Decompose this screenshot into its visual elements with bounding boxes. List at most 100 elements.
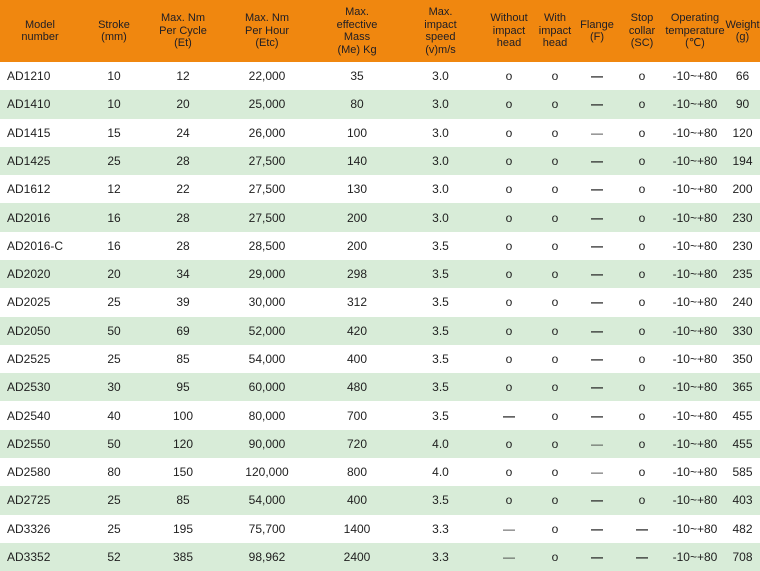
cell-model-number: AD2525 [7,351,51,366]
cell-without-impact-head: o [505,125,513,140]
dash-bold-icon: — [591,380,603,395]
cell-max-effective-mass: 80 [350,97,364,112]
cell-stroke: 50 [107,323,121,338]
cell-weight: 90 [735,97,750,112]
header-with-impact-head: With impact head [538,12,572,50]
cell-operating-temperature: -10~+80 [672,182,718,197]
cell-max-impact-speed: 4.0 [432,465,449,480]
cell-model-number: AD1210 [7,69,51,84]
dash-bold-icon: — [503,408,515,423]
cell-stroke: 50 [107,436,121,451]
cell-max-nm-per-cycle: 39 [176,295,190,310]
table-row: AD2016 16 28 27,500 200 3.0 o o — o -10~+80 230 [0,203,760,232]
cell-operating-temperature: -10~+80 [672,549,718,564]
cell-stroke: 30 [107,380,121,395]
header-without-impact-head: Without impact head [490,12,528,50]
cell-max-nm-per-hour: 22,000 [248,69,286,84]
dash-thin-icon: — [503,549,515,564]
cell-with-impact-head: o [551,380,559,395]
dash-thin-icon: — [591,465,603,480]
cell-weight: 455 [732,436,753,451]
cell-max-nm-per-cycle: 150 [172,465,194,480]
cell-with-impact-head: o [551,295,559,310]
cell-max-nm-per-cycle: 385 [172,549,194,564]
cell-stop-collar: o [638,210,646,225]
cell-with-impact-head: o [551,549,559,564]
header-max-nm-per-hour: Max. Nm Per Hour (Etc) [244,12,290,50]
cell-max-nm-per-cycle: 95 [176,380,190,395]
cell-stop-collar: o [638,295,646,310]
header-flange: Flange (F) [580,18,614,44]
header-operating-temperature: Operating temperature (℃) [665,12,725,50]
cell-model-number: AD2016-C [7,238,64,253]
table-row: AD2025 25 39 30,000 312 3.5 o o — o -10~+80 240 [0,288,760,317]
cell-max-nm-per-cycle: 120 [172,436,194,451]
cell-stroke: 10 [107,69,121,84]
cell-stop-collar: o [638,351,646,366]
cell-operating-temperature: -10~+80 [672,295,718,310]
table-row: AD1425 25 28 27,500 140 3.0 o o — o -10~+80 194 [0,146,760,176]
cell-stroke: 20 [107,267,121,282]
cell-weight: 350 [732,351,753,366]
cell-model-number: AD1410 [7,97,51,112]
cell-max-nm-per-hour: 120,000 [245,465,289,480]
cell-max-nm-per-cycle: 100 [172,408,194,423]
cell-without-impact-head: o [505,182,513,197]
cell-without-impact-head: o [505,465,513,480]
cell-weight: 66 [735,69,750,84]
cell-weight: 365 [732,380,753,395]
dash-bold-icon: — [591,493,603,508]
cell-weight: 708 [732,549,753,564]
cell-stroke: 16 [107,238,121,253]
dash-bold-icon: — [591,153,603,168]
cell-max-nm-per-hour: 26,000 [248,125,286,140]
cell-max-nm-per-hour: 54,000 [248,493,286,508]
cell-max-effective-mass: 800 [346,465,368,480]
cell-with-impact-head: o [551,436,559,451]
cell-with-impact-head: o [551,493,559,508]
dash-bold-icon: — [591,408,603,423]
cell-max-nm-per-cycle: 28 [176,210,190,225]
cell-max-effective-mass: 2400 [343,549,371,564]
cell-without-impact-head: o [505,351,513,366]
cell-operating-temperature: -10~+80 [672,521,718,536]
cell-max-impact-speed: 3.3 [432,549,449,564]
cell-operating-temperature: -10~+80 [672,125,718,140]
cell-max-nm-per-cycle: 85 [176,493,190,508]
table-row: AD2550 50 120 90,000 720 4.0 o o — o -10~+80 455 [0,429,760,458]
cell-model-number: AD2016 [7,210,51,225]
cell-model-number: AD3326 [7,521,51,536]
dash-bold-icon: — [591,69,603,84]
dash-bold-icon: — [591,295,603,310]
header-stroke: Stroke (mm) [98,18,130,44]
cell-max-nm-per-cycle: 85 [176,351,190,366]
table-row: AD2016-C 16 28 28,500 200 3.5 o o — o -10~+80 230 [0,231,760,260]
header-model-number: Model number [21,18,59,44]
dash-bold-icon: — [591,521,603,536]
cell-max-impact-speed: 3.5 [432,295,449,310]
cell-stop-collar: o [638,493,646,508]
header-weight: Weight (g) [725,18,760,44]
cell-stop-collar: o [638,323,646,338]
cell-operating-temperature: -10~+80 [672,380,718,395]
cell-without-impact-head: o [505,267,513,282]
cell-max-nm-per-cycle: 22 [176,182,190,197]
cell-operating-temperature: -10~+80 [672,153,718,168]
cell-max-nm-per-hour: 27,500 [248,153,286,168]
cell-max-impact-speed: 3.0 [432,153,449,168]
cell-stop-collar: o [638,69,646,84]
cell-max-effective-mass: 400 [346,351,368,366]
dash-bold-icon: — [591,182,603,197]
table-row: AD2580 80 150 120,000 800 4.0 o o — o -10~+80 585 [0,457,760,487]
cell-stop-collar: o [638,238,646,253]
table-row: AD1410 10 20 25,000 80 3.0 o o — o -10~+80 90 [0,90,760,119]
cell-max-impact-speed: 3.0 [432,210,449,225]
header-max-impact-speed: Max. impact speed (v)m/s [424,6,457,56]
table-header: Model number Stroke (mm) Max. Nm Per Cycle… [0,0,760,62]
cell-max-impact-speed: 3.0 [432,97,449,112]
cell-weight: 482 [732,521,753,536]
cell-without-impact-head: o [505,323,513,338]
cell-stroke: 40 [107,408,121,423]
cell-model-number: AD1425 [7,153,51,168]
cell-stroke: 25 [107,153,121,168]
